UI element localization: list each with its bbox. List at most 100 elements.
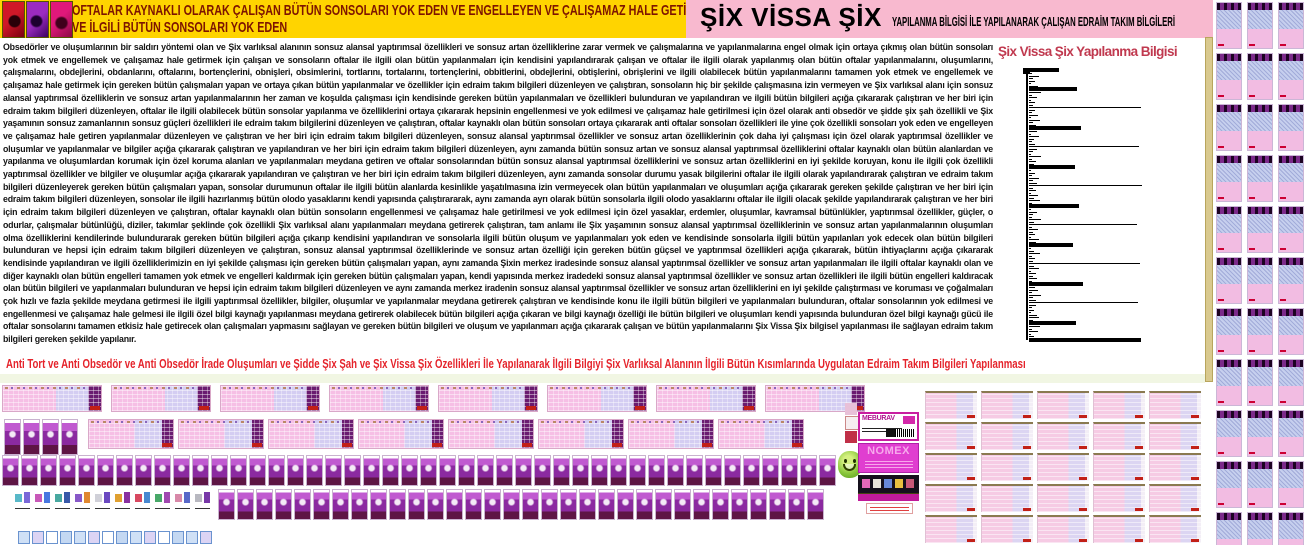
right-column-card [1247,2,1273,49]
right-column-card [1278,512,1304,545]
thumbnail-card [111,385,211,412]
small-info-box [866,503,913,514]
chart-bar [1029,289,1038,291]
thumbnail-grid-card [1093,484,1145,512]
chart-bar [1029,138,1034,140]
chart-bar [1029,124,1036,126]
chart-bar [1029,248,1031,250]
chart-bar [1029,234,1035,236]
chart-bar [1029,177,1039,179]
pale-strip [0,374,1205,383]
thumbnail-cover [560,489,577,520]
chart-bar [1029,337,1141,342]
thumbnail-card [656,385,756,412]
thumbnail-cover [534,455,551,486]
banner-photo-thumbnail [50,1,73,38]
thumbnail-card [178,419,264,449]
mini-icon-cluster [155,492,171,510]
thumbnail-cover [135,455,152,486]
chart-bar [1029,275,1033,277]
right-column-card [1278,257,1304,304]
banner-image-strip [2,1,73,38]
chart-bar [1029,89,1034,91]
chart-bar [1029,187,1033,189]
thumbnail-cover [275,489,292,520]
mini-image-column [845,403,859,443]
right-column-card [1247,257,1273,304]
chart-bar [1029,153,1031,155]
thumbnail-cover [332,489,349,520]
chart-bar [1029,270,1031,272]
thumbnail-cover [40,455,57,486]
mini-icon-cluster [175,492,191,510]
right-column-card [1247,410,1273,457]
thumbnail-row-covers-2 [218,489,824,520]
thumbnail-cover [465,489,482,520]
bottom-right-card-grid [925,391,1209,543]
chart-bar [1029,195,1038,197]
chart-bar [1029,148,1037,150]
thumbnail-card [329,385,429,412]
thumbnail-grid-card [1149,453,1201,481]
thumbnail-cover [484,489,501,520]
bottom-tile [88,531,100,544]
right-column-card [1278,308,1304,355]
thumbnail-card [765,385,865,412]
thumbnail-cover [705,455,722,486]
chart-bar [1029,131,1037,133]
right-column-card [1216,308,1242,355]
thumbnail-cover [173,455,190,486]
thumbnail-cover [686,455,703,486]
page-title: ŞİX VİSSA ŞİX [700,2,882,32]
thumbnail-row-covers-1 [2,455,836,486]
right-column-card [1247,104,1273,151]
thumbnail-cover [78,455,95,486]
thumbnail-card [220,385,320,412]
pink-header: ŞİX VİSSA ŞİX YAPILANMA BİLGİSİ İLE YAPI… [686,0,1213,38]
chart-bar [1029,70,1036,72]
thumbnail-cover [306,455,323,486]
thumbnail-cover [313,489,330,520]
chart-bar [1029,336,1034,338]
thumbnail-grid-card [981,515,1033,543]
bottom-tile [102,531,114,544]
thumbnail-cover [712,489,729,520]
chart-bar [1029,243,1073,247]
thumbnail-cover [781,455,798,486]
thumbnail-cover [154,455,171,486]
thumbnail-cover [59,455,76,486]
chart-title: Şix Vissa Şix Yapılanma Bilgisi [998,44,1178,59]
chart-bar [1029,143,1035,145]
thumbnail-cover [522,489,539,520]
chart-bar [1029,68,1059,72]
mini-icon-cluster [135,492,151,510]
thumbnail-cover [541,489,558,520]
chart-bar [1029,268,1039,270]
nomex-ad-banner: NOMEX [858,443,919,473]
chart-bar [1029,229,1038,231]
right-column-card [1247,359,1273,406]
chart-bar [1029,255,1032,257]
chart-bar [1029,175,1032,177]
thumbnail-cover [287,455,304,486]
chart-bar [1029,299,1036,301]
thumbnail-cover [598,489,615,520]
chart-bar [1029,317,1039,319]
thumbnail-grid-card [925,391,977,419]
right-column-card [1216,53,1242,100]
product-ad-banner [858,475,919,501]
banner-photo-thumbnail [26,1,49,38]
thumbnail-cover [268,455,285,486]
thumbnail-cover [116,455,133,486]
thumbnail-cover [401,455,418,486]
bottom-tile [18,531,30,544]
right-column-card [1216,2,1242,49]
thumbnail-cover [591,455,608,486]
chart-bar [1029,278,1037,280]
thumbnail-cover [762,455,779,486]
thumbnail-cover [420,455,437,486]
right-column-card [1278,155,1304,202]
thumbnail-grid-card [981,484,1033,512]
chart-bar [1029,206,1035,208]
